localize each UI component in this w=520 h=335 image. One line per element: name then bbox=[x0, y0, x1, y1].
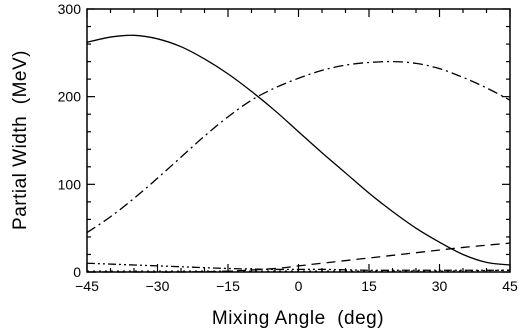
x-tick-label: −15 bbox=[216, 278, 240, 294]
series-line-dash-dot bbox=[86, 60, 511, 234]
y-tick-labels: 0 100 200 300 bbox=[58, 1, 82, 280]
x-tick-label: −30 bbox=[146, 278, 170, 294]
x-tick-label: 0 bbox=[295, 278, 303, 294]
x-tick-label: 45 bbox=[502, 278, 518, 294]
x-tick-label: 30 bbox=[432, 278, 448, 294]
series-group bbox=[86, 34, 511, 273]
y-tick-label: 0 bbox=[73, 264, 81, 280]
series-line-dotted bbox=[86, 269, 511, 272]
y-tick-label: 300 bbox=[58, 1, 82, 17]
series-line-dash-dot-dot bbox=[86, 262, 510, 271]
y-tick-label: 200 bbox=[58, 89, 82, 105]
x-tick-labels: −45 −30 −15 0 15 30 45 bbox=[75, 278, 518, 294]
y-tick-label: 100 bbox=[58, 176, 82, 192]
series-line-solid bbox=[86, 34, 511, 266]
x-axis-label: Mixing Angle (deg) bbox=[212, 308, 384, 329]
x-tick-label: 15 bbox=[361, 278, 377, 294]
y-axis-label: Partial Width (MeV) bbox=[10, 50, 31, 230]
x-tick-label: −45 bbox=[75, 278, 99, 294]
plot-frame bbox=[86, 8, 511, 273]
series-line-dashed bbox=[87, 242, 511, 273]
axis-ticks bbox=[86, 8, 511, 273]
